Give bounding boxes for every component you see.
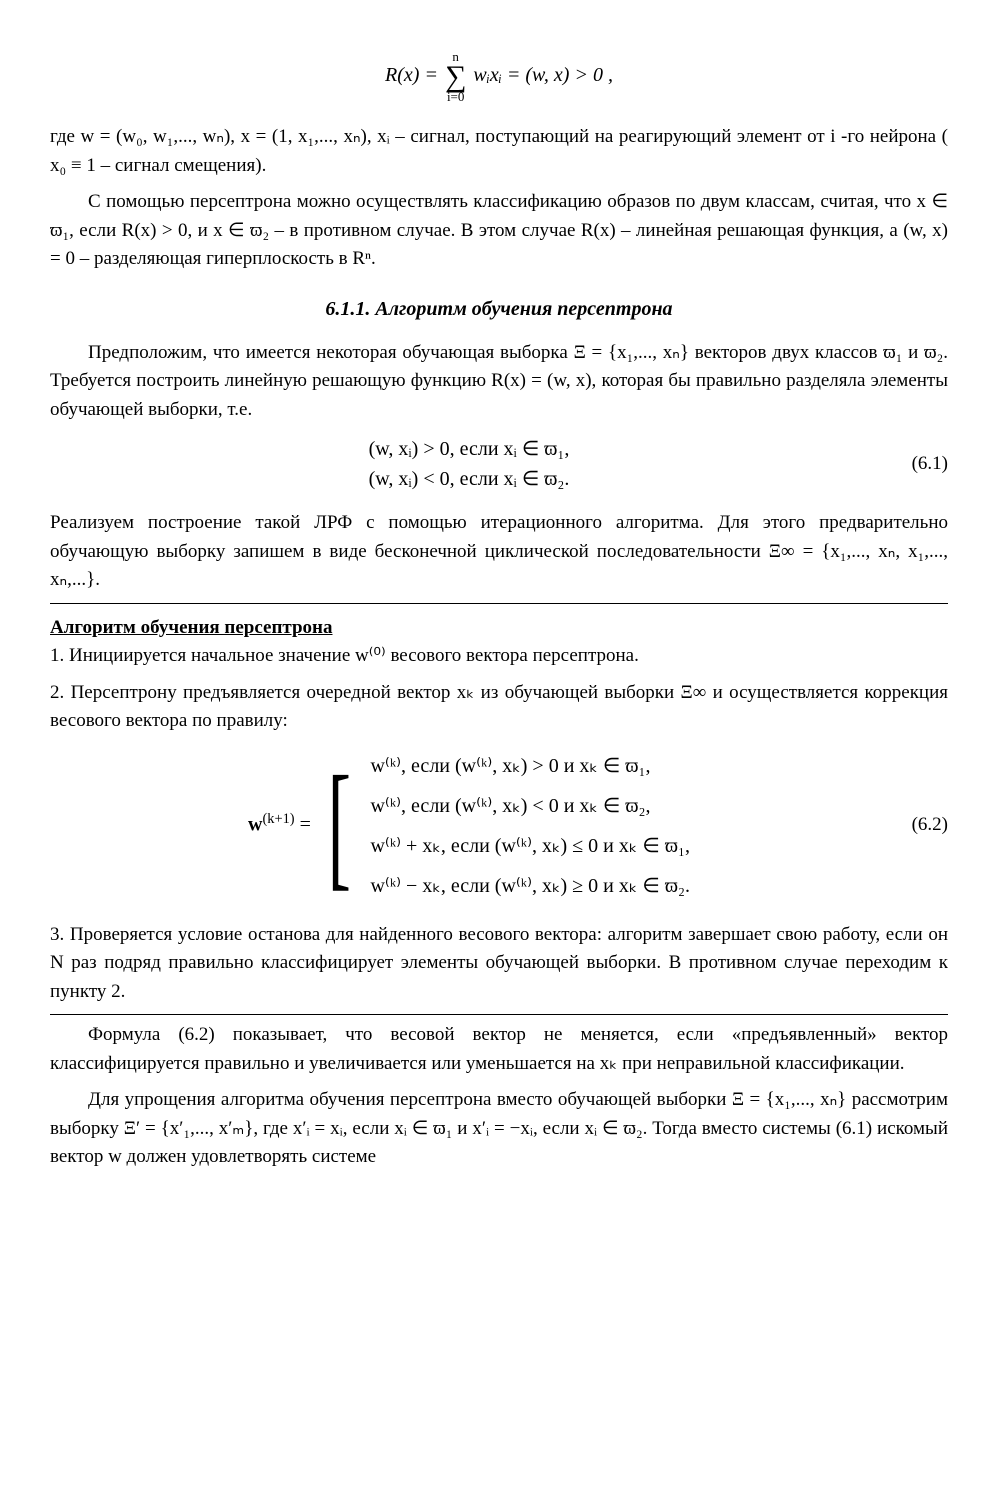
algorithm-title: Алгоритм обучения персептрона: [50, 614, 948, 643]
eq62-row4: w⁽ᵏ⁾ − xₖ, если (w⁽ᵏ⁾, xₖ) ≥ 0 и xₖ ∈ ϖ₂…: [370, 866, 689, 906]
eq62-lhs-sup: (k+1): [262, 810, 294, 826]
paragraph-3: Предположим, что имеется некоторая обуча…: [50, 339, 948, 425]
eq62-row2: w⁽ᵏ⁾, если (w⁽ᵏ⁾, xₖ) < 0 и xₖ ∈ ϖ₂,: [370, 786, 689, 826]
eq62-formula: w(k+1) = [ w⁽ᵏ⁾, если (w⁽ᵏ⁾, xₖ) > 0 и x…: [50, 746, 888, 906]
algo-step-2: 2. Персептрону предъявляется очередной в…: [50, 679, 948, 736]
eq62-row1: w⁽ᵏ⁾, если (w⁽ᵏ⁾, xₖ) > 0 и xₖ ∈ ϖ₁,: [370, 746, 689, 786]
divider-bottom: [50, 1014, 948, 1015]
paragraph-2: С помощью персептрона можно осуществлять…: [50, 188, 948, 274]
subheading-611: 6.1.1. Алгоритм обучения персептрона: [50, 294, 948, 324]
eq61-formula: (w, xᵢ) > 0, если xᵢ ∈ ϖ₁, (w, xᵢ) < 0, …: [50, 434, 888, 494]
paragraph-4: Реализуем построение такой ЛРФ с помощью…: [50, 509, 948, 595]
eq61-line1: (w, xᵢ) > 0, если xᵢ ∈ ϖ₁,: [369, 438, 570, 460]
equation-6-1: (w, xᵢ) > 0, если xᵢ ∈ ϖ₁, (w, xᵢ) < 0, …: [50, 434, 948, 494]
formula1-rhs: wᵢxᵢ = (w, x) > 0 ,: [473, 64, 613, 86]
formula-r-x: R(x) = n ∑ i=0 wᵢxᵢ = (w, x) > 0 ,: [50, 50, 948, 103]
equation-6-2: w(k+1) = [ w⁽ᵏ⁾, если (w⁽ᵏ⁾, xₖ) > 0 и x…: [50, 746, 948, 906]
sum-lower: i=0: [445, 90, 466, 103]
eq62-bracket: [ w⁽ᵏ⁾, если (w⁽ᵏ⁾, xₖ) > 0 и xₖ ∈ ϖ₁, w…: [316, 746, 690, 906]
paragraph-where: где w = (w₀, w₁,..., wₙ), x = (1, x₁,...…: [50, 123, 948, 180]
left-brace-icon: [: [328, 746, 351, 906]
eq61-line2: (w, xᵢ) < 0, если xᵢ ∈ ϖ₂.: [369, 468, 570, 490]
eq62-row3: w⁽ᵏ⁾ + xₖ, если (w⁽ᵏ⁾, xₖ) ≤ 0 и xₖ ∈ ϖ₁…: [370, 826, 689, 866]
sigma-icon: ∑: [445, 63, 466, 90]
formula1-lhs: R(x) =: [385, 64, 443, 86]
paragraph-5: Формула (6.2) показывает, что весовой ве…: [50, 1021, 948, 1078]
eq62-equals: =: [295, 813, 316, 835]
eq62-number: (6.2): [888, 811, 948, 840]
eq61-number: (6.1): [888, 450, 948, 479]
algo-step-1: 1. Инициируется начальное значение w⁽⁰⁾ …: [50, 642, 948, 671]
sum-symbol: n ∑ i=0: [445, 50, 466, 103]
eq62-cases: w⁽ᵏ⁾, если (w⁽ᵏ⁾, xₖ) > 0 и xₖ ∈ ϖ₁, w⁽ᵏ…: [370, 746, 689, 906]
divider-top: [50, 603, 948, 604]
eq62-lhs: w: [248, 813, 262, 835]
paragraph-6: Для упрощения алгоритма обучения персепт…: [50, 1086, 948, 1172]
algo-step-3: 3. Проверяется условие останова для найд…: [50, 921, 948, 1007]
